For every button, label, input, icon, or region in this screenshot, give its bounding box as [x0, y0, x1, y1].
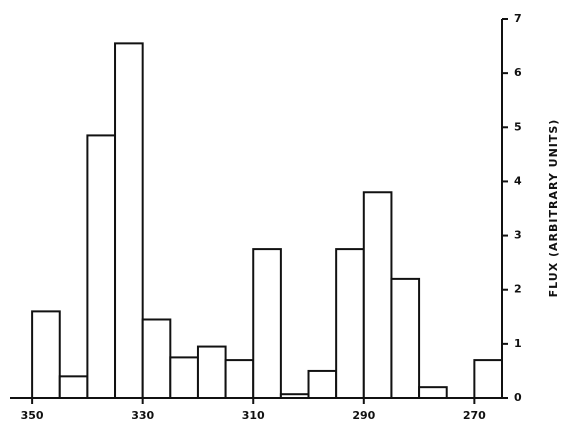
bar — [224, 359, 255, 400]
bar — [473, 359, 504, 400]
bar — [307, 369, 338, 399]
y-axis-label: FLUX (ARBITRARY UNITS) — [547, 119, 560, 298]
y-tick-label: 2 — [514, 283, 522, 296]
y-tick-label: 4 — [514, 174, 522, 187]
bar — [114, 42, 144, 399]
bar — [252, 248, 282, 399]
y-tick-label: 1 — [514, 337, 522, 350]
y-tick-label: 0 — [514, 391, 522, 404]
bar — [418, 386, 448, 399]
bar — [58, 375, 89, 400]
x-tick-label: 310 — [242, 409, 265, 422]
y-tick-label: 3 — [514, 229, 522, 242]
x-tick-label: 290 — [352, 409, 375, 422]
y-tick-label: 6 — [514, 66, 522, 79]
bar — [31, 310, 61, 399]
bar — [141, 318, 172, 399]
bar — [86, 134, 117, 400]
bar — [169, 356, 199, 399]
x-tick-label: 350 — [21, 409, 44, 422]
y-tick-label: 5 — [514, 120, 522, 133]
y-tick-label: 7 — [514, 12, 522, 25]
bar — [196, 345, 227, 400]
bar — [335, 248, 365, 399]
bar — [362, 191, 393, 399]
x-tick-label: 270 — [463, 409, 486, 422]
bar — [390, 277, 421, 399]
x-tick-label: 330 — [131, 409, 154, 422]
